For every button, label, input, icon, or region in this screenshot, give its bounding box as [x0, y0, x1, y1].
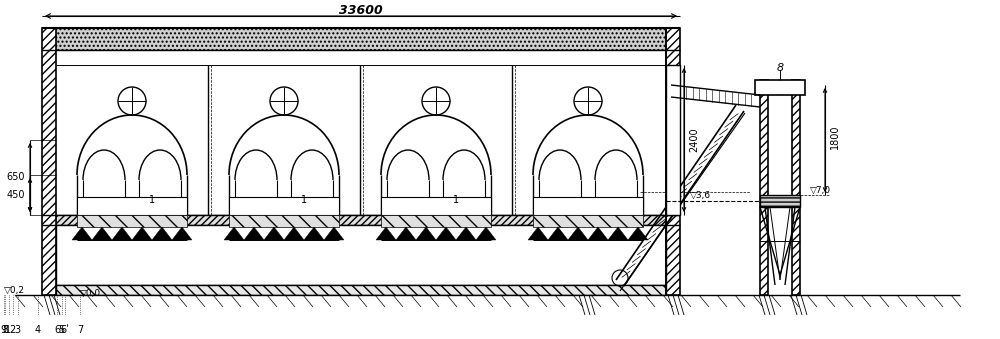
- Bar: [533, 215, 643, 227]
- Text: 6ʹ: 6ʹ: [61, 325, 69, 335]
- Text: 1: 1: [5, 325, 12, 335]
- Text: 650: 650: [7, 172, 25, 182]
- Bar: [760, 80, 768, 295]
- Polygon shape: [476, 227, 496, 240]
- Text: 8: 8: [776, 63, 784, 73]
- Polygon shape: [376, 227, 396, 240]
- Bar: [77, 215, 187, 227]
- Polygon shape: [568, 227, 588, 240]
- Polygon shape: [224, 227, 244, 240]
- Polygon shape: [416, 227, 436, 240]
- Text: 450: 450: [7, 190, 25, 200]
- Bar: [381, 197, 491, 215]
- Bar: [755, 80, 805, 95]
- Polygon shape: [132, 227, 152, 240]
- Bar: [56, 28, 666, 50]
- Text: 9: 9: [0, 325, 7, 335]
- Text: 5: 5: [58, 325, 65, 335]
- Text: 4: 4: [35, 325, 41, 335]
- Text: 1800: 1800: [830, 125, 840, 149]
- Text: ▽0,0: ▽0,0: [80, 288, 101, 298]
- Polygon shape: [72, 227, 92, 240]
- Bar: [760, 195, 800, 207]
- Polygon shape: [92, 227, 112, 240]
- Bar: [381, 215, 491, 227]
- Text: 1: 1: [301, 195, 307, 205]
- Bar: [533, 197, 643, 215]
- Polygon shape: [588, 227, 608, 240]
- Polygon shape: [608, 227, 628, 240]
- Polygon shape: [112, 227, 132, 240]
- Text: 8: 8: [2, 325, 8, 335]
- Text: 1: 1: [149, 195, 155, 205]
- Bar: [792, 80, 800, 295]
- Polygon shape: [264, 227, 284, 240]
- Polygon shape: [324, 227, 344, 240]
- Text: 2400: 2400: [689, 128, 699, 152]
- Text: 1: 1: [453, 195, 459, 205]
- Polygon shape: [456, 227, 476, 240]
- Text: 6: 6: [54, 325, 60, 335]
- Bar: [42, 28, 56, 295]
- Polygon shape: [172, 227, 192, 240]
- Bar: [229, 215, 339, 227]
- Polygon shape: [436, 227, 456, 240]
- Bar: [229, 197, 339, 215]
- Polygon shape: [528, 227, 548, 240]
- Polygon shape: [244, 227, 264, 240]
- Bar: [77, 197, 187, 215]
- Polygon shape: [548, 227, 568, 240]
- Bar: [666, 28, 680, 295]
- Bar: [56, 285, 666, 295]
- Polygon shape: [304, 227, 324, 240]
- Text: 2: 2: [9, 325, 16, 335]
- Text: 33600: 33600: [339, 3, 383, 17]
- Text: ▽7,0: ▽7,0: [810, 185, 831, 195]
- Text: 7: 7: [77, 325, 83, 335]
- Text: 3: 3: [14, 325, 21, 335]
- Polygon shape: [396, 227, 416, 240]
- Polygon shape: [628, 227, 648, 240]
- Text: ▽0,2: ▽0,2: [4, 285, 25, 295]
- Bar: [56, 215, 666, 225]
- Text: ▽3,6: ▽3,6: [690, 191, 711, 199]
- Bar: [666, 65, 680, 215]
- Polygon shape: [284, 227, 304, 240]
- Polygon shape: [152, 227, 172, 240]
